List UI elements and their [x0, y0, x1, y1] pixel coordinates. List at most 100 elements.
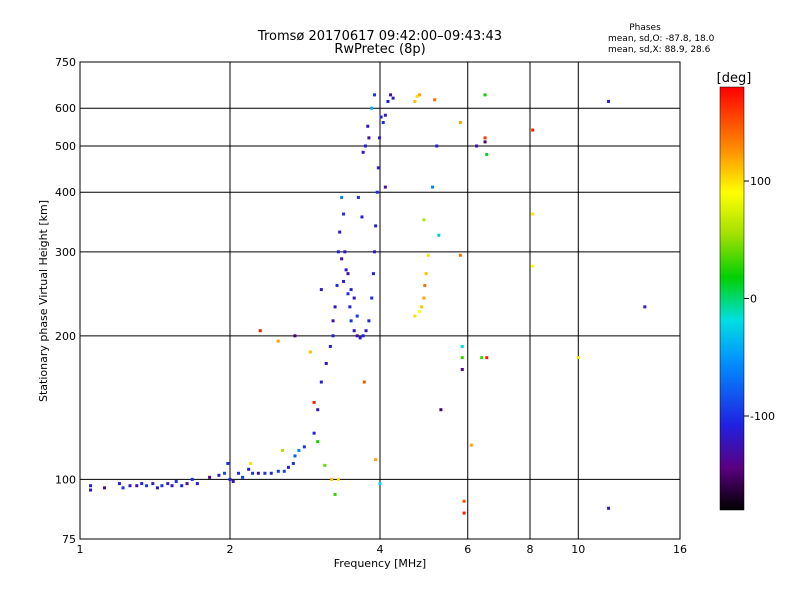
data-point	[415, 94, 419, 98]
colorbar-ticks: 100 0 -100	[744, 175, 775, 423]
data-point	[373, 93, 377, 97]
data-point	[140, 482, 144, 486]
data-point	[375, 190, 379, 194]
x-tick-label: 6	[464, 543, 471, 556]
data-point	[417, 93, 421, 97]
data-point	[328, 344, 332, 348]
data-point	[276, 469, 280, 473]
data-point	[378, 482, 382, 486]
data-point	[485, 152, 489, 156]
data-point	[170, 484, 174, 488]
data-point	[371, 272, 375, 276]
data-point	[223, 471, 227, 475]
data-point	[417, 309, 421, 313]
data-point	[331, 334, 335, 338]
data-point	[263, 471, 267, 475]
x-tick-label: 1	[77, 543, 84, 556]
data-point	[103, 486, 107, 490]
data-point	[258, 329, 262, 333]
data-point	[531, 212, 535, 216]
data-point	[356, 195, 360, 199]
data-point	[426, 253, 430, 257]
data-point	[185, 482, 189, 486]
data-point	[374, 224, 378, 228]
chart-subtitle: RwPretec (8p)	[334, 42, 425, 57]
x-tick-label: 16	[673, 543, 687, 556]
data-point	[475, 144, 479, 148]
x-tick-label: 4	[377, 543, 384, 556]
data-point	[331, 319, 335, 323]
y-tick-label: 500	[55, 140, 76, 153]
phase-x-stats: mean, sd,X: 88.9, 28.6	[608, 45, 711, 55]
data-point	[383, 185, 387, 189]
data-point	[236, 471, 240, 475]
data-point	[389, 93, 393, 97]
data-point	[377, 136, 381, 140]
data-point	[308, 350, 312, 354]
data-point	[282, 469, 286, 473]
data-point	[344, 268, 348, 272]
data-point	[319, 380, 323, 384]
y-tick-label: 600	[55, 102, 76, 115]
data-point	[338, 230, 342, 234]
data-point	[531, 264, 535, 268]
data-point	[135, 484, 139, 488]
data-point	[431, 185, 435, 189]
data-point	[297, 448, 301, 452]
data-point	[374, 458, 378, 462]
data-point	[362, 380, 366, 384]
data-point	[269, 471, 273, 475]
data-point	[383, 113, 387, 117]
data-point	[386, 99, 390, 103]
data-point	[335, 283, 339, 287]
data-point	[340, 257, 344, 261]
data-point	[381, 121, 385, 125]
data-point	[251, 471, 255, 475]
data-point	[363, 144, 367, 148]
data-point	[437, 233, 441, 237]
data-point	[364, 329, 368, 333]
data-point	[276, 339, 280, 343]
data-point	[420, 305, 424, 309]
data-point	[480, 356, 484, 360]
data-point	[349, 288, 353, 292]
data-point	[424, 272, 428, 276]
data-point	[422, 296, 426, 300]
data-point	[460, 344, 464, 348]
data-point	[312, 400, 316, 404]
data-point	[312, 431, 316, 435]
data-point	[462, 511, 466, 515]
data-point	[281, 448, 285, 452]
data-point	[342, 279, 346, 283]
data-point	[376, 166, 380, 170]
y-tick-label: 200	[55, 330, 76, 343]
data-point	[435, 144, 439, 148]
data-point	[352, 296, 356, 300]
data-point	[458, 253, 462, 257]
data-point	[346, 272, 350, 276]
data-point	[423, 283, 427, 287]
data-point	[316, 408, 320, 412]
data-point	[336, 477, 340, 481]
data-point	[302, 445, 306, 449]
data-point	[483, 93, 487, 97]
x-tick-label: 10	[571, 543, 585, 556]
data-point	[145, 484, 149, 488]
data-point	[241, 475, 245, 479]
data-point	[324, 361, 328, 365]
data-point	[460, 356, 464, 360]
y-tick-label: 300	[55, 246, 76, 259]
data-point	[607, 506, 611, 510]
colorbar-tick-label: -100	[750, 410, 775, 423]
data-point	[346, 292, 350, 296]
data-point	[469, 443, 473, 447]
colorbar-tick-label: 0	[750, 293, 757, 306]
data-point	[379, 115, 383, 119]
data-point	[151, 482, 155, 486]
data-point	[293, 454, 297, 458]
data-point	[89, 484, 93, 488]
data-point	[366, 124, 370, 128]
data-point	[293, 334, 297, 338]
